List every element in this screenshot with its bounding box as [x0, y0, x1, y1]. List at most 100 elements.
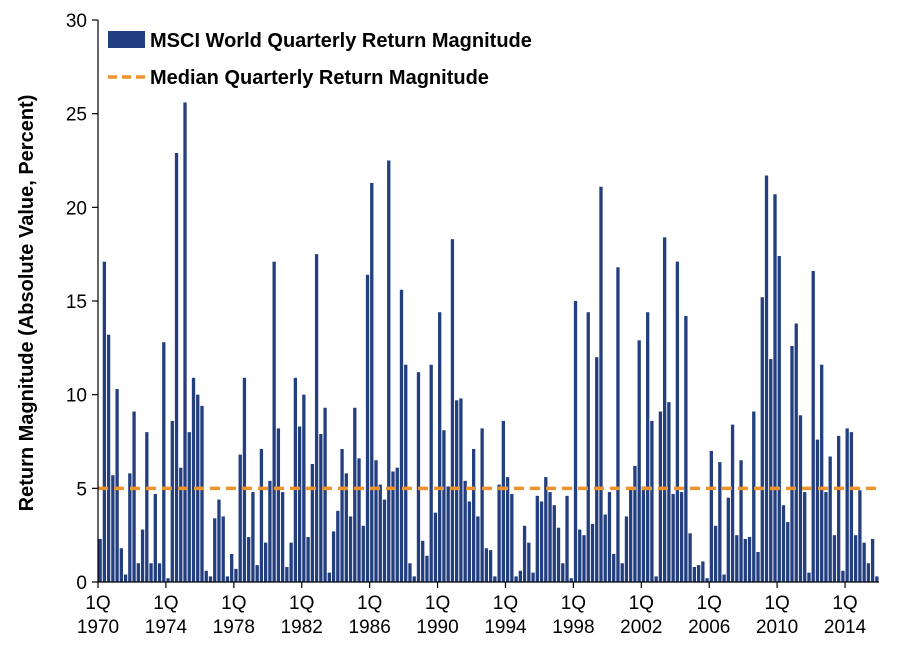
bar: [136, 563, 140, 582]
bar: [408, 563, 412, 582]
bar: [713, 525, 718, 582]
bar: [599, 186, 603, 583]
bar: [527, 542, 531, 582]
bar: [348, 516, 353, 582]
bar: [709, 450, 713, 582]
bar: [395, 467, 399, 582]
bar: [743, 538, 747, 582]
bar: [870, 538, 875, 582]
bar: [718, 462, 722, 582]
bar: [463, 480, 467, 582]
x-tick-label-quarter: 1Q: [629, 593, 654, 614]
bar: [217, 499, 221, 582]
x-tick-label-year: 2014: [824, 617, 867, 638]
bar: [128, 473, 132, 582]
bar: [412, 576, 416, 582]
bar: [658, 411, 663, 582]
y-tick-label: 10: [66, 386, 87, 407]
bar: [866, 563, 871, 582]
bar: [310, 463, 315, 582]
bar: [675, 261, 680, 582]
bar: [493, 576, 497, 582]
bar: [378, 484, 382, 582]
bar: [616, 267, 620, 582]
bar: [119, 548, 123, 582]
bar: [760, 297, 764, 582]
bar: [327, 572, 331, 582]
bar: [590, 523, 595, 582]
bar: [854, 535, 858, 582]
bar: [552, 505, 556, 582]
bar: [769, 359, 773, 582]
bar: [828, 456, 832, 582]
bar: [268, 480, 272, 582]
bar: [671, 493, 675, 582]
bar: [111, 475, 115, 582]
bar: [798, 415, 803, 582]
bar: [569, 578, 573, 582]
bar: [662, 237, 667, 582]
x-tick-label-quarter: 1Q: [493, 593, 518, 614]
bar: [565, 495, 569, 582]
bar: [531, 572, 535, 582]
bar: [191, 377, 196, 582]
bar: [705, 578, 709, 582]
bars-layer: [98, 102, 879, 583]
bar: [264, 542, 268, 582]
bar: [841, 570, 845, 582]
bar: [247, 537, 251, 582]
bar: [442, 430, 446, 582]
bar: [259, 448, 264, 582]
bar: [382, 499, 387, 582]
y-tick-label: 25: [66, 105, 87, 126]
bar: [238, 454, 242, 582]
bar: [548, 492, 552, 582]
bar: [179, 467, 183, 582]
bar: [679, 492, 684, 582]
x-tick-label-year: 2010: [756, 617, 798, 638]
bar: [735, 535, 739, 582]
bar: [459, 398, 463, 582]
bar: [255, 565, 259, 582]
x-tick-label-quarter: 1Q: [697, 593, 722, 614]
bar: [790, 345, 794, 582]
bar: [756, 552, 760, 582]
x-tick-label-quarter: 1Q: [153, 593, 178, 614]
bar: [730, 424, 735, 582]
bar: [404, 364, 408, 582]
bar: [204, 570, 208, 582]
legend: MSCI World Quarterly Return Magnitude Med…: [108, 30, 532, 89]
y-tick-label: 30: [66, 11, 87, 32]
x-tick-label-quarter: 1Q: [357, 593, 382, 614]
bar: [824, 492, 828, 582]
bar: [794, 323, 798, 582]
bar: [123, 574, 128, 582]
bar: [115, 389, 119, 582]
bar: [302, 394, 306, 582]
bar: [145, 432, 149, 582]
x-tick-label-quarter: 1Q: [289, 593, 314, 614]
bar: [488, 550, 493, 582]
bar: [650, 420, 654, 582]
bar: [692, 567, 697, 582]
bar: [293, 377, 298, 582]
x-tick-label-quarter: 1Q: [561, 593, 586, 614]
bar: [764, 175, 769, 583]
x-tick-label-quarter: 1Q: [85, 593, 110, 614]
bar: [166, 578, 170, 582]
bar: [480, 428, 484, 582]
bar: [225, 576, 230, 582]
x-tick-label-year: 1982: [281, 617, 323, 638]
bar: [803, 492, 807, 582]
bar: [102, 261, 107, 582]
bar: [306, 537, 310, 582]
bar: [272, 261, 276, 582]
bar: [726, 497, 730, 582]
y-tick-label: 5: [76, 479, 87, 500]
bar: [208, 576, 213, 582]
bar: [467, 501, 472, 582]
bar: [518, 570, 522, 582]
legend-label-median: Median Quarterly Return Magnitude: [150, 67, 489, 89]
bar: [544, 477, 548, 582]
x-tick-label-year: 1974: [145, 617, 188, 638]
